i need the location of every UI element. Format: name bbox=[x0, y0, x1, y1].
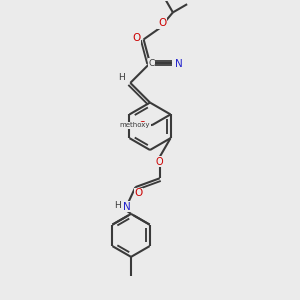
Text: H: H bbox=[115, 202, 121, 211]
Text: O: O bbox=[133, 33, 141, 43]
Text: O: O bbox=[155, 157, 163, 166]
Text: O: O bbox=[134, 188, 143, 199]
Text: O: O bbox=[158, 18, 166, 28]
Text: methoxy: methoxy bbox=[120, 122, 150, 128]
Text: H: H bbox=[118, 73, 125, 82]
Text: N: N bbox=[123, 202, 131, 212]
Text: C: C bbox=[148, 59, 155, 68]
Text: O: O bbox=[139, 122, 146, 131]
Text: N: N bbox=[175, 59, 183, 69]
